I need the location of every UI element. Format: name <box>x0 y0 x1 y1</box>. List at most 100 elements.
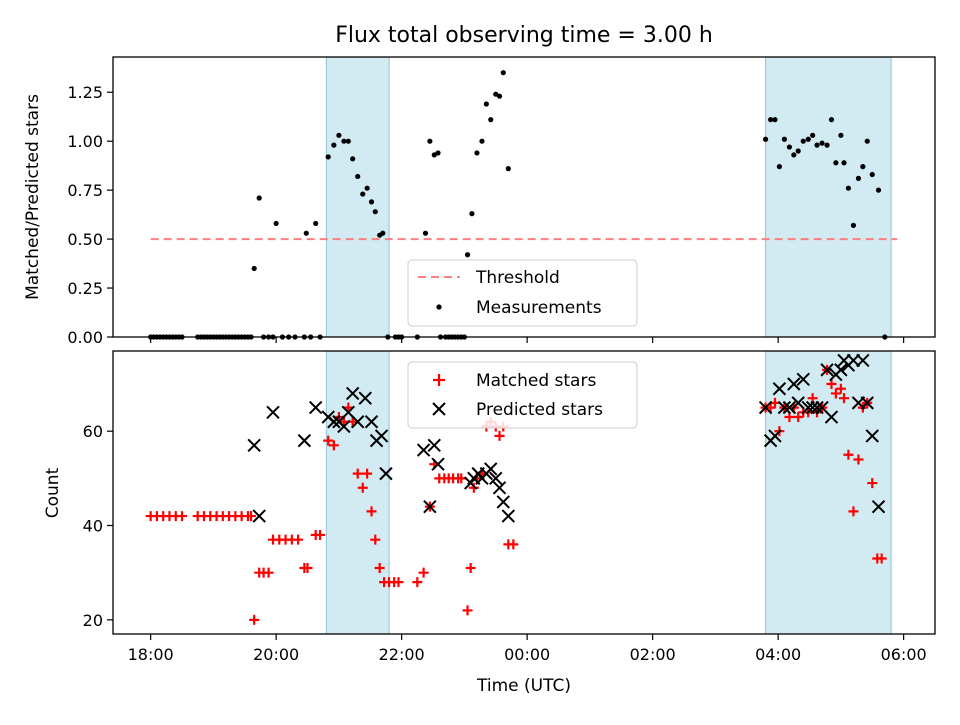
legend-measurements-label: Measurements <box>476 298 602 318</box>
y-tick-label: 0.00 <box>67 328 103 347</box>
measurement-point <box>313 220 319 227</box>
bottom-shaded-intervals <box>325 350 892 635</box>
measurement-point <box>488 117 494 123</box>
predicted-point <box>297 433 312 448</box>
matched-point <box>807 393 818 404</box>
x-tick-label: 00:00 <box>504 645 550 664</box>
matched-point <box>848 506 859 517</box>
x-axis-label: Time (UTC) <box>476 676 571 696</box>
predicted-point <box>247 438 261 453</box>
measurement-point <box>303 230 309 236</box>
measurement-point <box>422 230 429 236</box>
measurement-point <box>786 144 793 150</box>
measurement-point <box>762 136 769 142</box>
legend-predicted-swatch <box>432 402 446 416</box>
predicted-point <box>492 481 507 495</box>
bottom-panel: 20 40 60 18:00 20:00 22:00 00:00 02:00 04:00 06:… <box>43 350 936 696</box>
top-legend: Threshold Measurements <box>407 259 638 327</box>
top-legend-box <box>407 259 638 327</box>
measurement-point <box>435 150 441 156</box>
predicted-point <box>777 400 792 415</box>
measurement-point <box>805 136 811 142</box>
measurement-point <box>325 154 331 160</box>
top-shaded-intervals <box>325 56 892 338</box>
matched-point <box>328 440 339 451</box>
x-tick-label: 04:00 <box>755 645 801 664</box>
matched-point <box>839 393 850 404</box>
measurement-point <box>360 191 366 197</box>
measurement-point <box>781 136 788 142</box>
predicted-point <box>782 400 797 415</box>
measurement-point <box>828 117 835 123</box>
predicted-point <box>358 391 372 405</box>
predicted-point <box>834 363 848 377</box>
matched-point <box>315 529 326 540</box>
bottom-y-axis-label: Count <box>43 467 63 518</box>
measurement-point <box>795 148 801 154</box>
top-panel-frame <box>112 56 936 338</box>
x-tick-label: 18:00 <box>128 645 174 664</box>
shaded-interval <box>765 56 892 338</box>
predicted-point <box>860 396 874 410</box>
predicted-point <box>796 372 810 387</box>
measurement-point <box>875 187 882 193</box>
measurement-point <box>464 252 471 258</box>
measurement-point <box>469 211 475 217</box>
matched-point <box>177 511 188 522</box>
y-tick-label: 0.75 <box>67 181 103 200</box>
matched-point <box>465 562 476 573</box>
measurement-point <box>336 132 342 138</box>
predicted-point <box>856 353 870 368</box>
y-tick-label: 40 <box>83 517 103 536</box>
measurement-point <box>814 142 820 148</box>
predicted-point <box>871 499 886 514</box>
matched-point <box>835 383 846 394</box>
measurement-point <box>768 117 774 123</box>
predicted-point <box>379 466 393 481</box>
predicted-point <box>327 415 341 429</box>
measurement-point <box>838 132 844 138</box>
measurement-point <box>819 140 825 146</box>
y-tick-label: 0.25 <box>67 279 103 298</box>
predicted-point <box>484 462 498 476</box>
top-x-ticks <box>150 337 905 343</box>
measurement-point <box>496 93 503 99</box>
predicted-point <box>772 382 787 396</box>
measurement-point <box>855 175 862 181</box>
matched-point <box>468 482 479 493</box>
measurement-point <box>776 164 782 170</box>
predicted-point <box>810 400 824 415</box>
measurement-point <box>350 156 356 162</box>
matched-point <box>370 534 381 545</box>
matched-point <box>302 562 313 573</box>
matched-point <box>830 388 841 399</box>
measurement-point <box>427 138 433 144</box>
measurement-point <box>479 138 485 144</box>
predicted-point <box>431 457 445 471</box>
predicted-point <box>768 429 782 443</box>
predicted-point <box>824 410 839 424</box>
x-tick-label: 22:00 <box>379 645 425 664</box>
matched-point <box>412 577 423 588</box>
predicted-point <box>489 471 503 486</box>
matched-point <box>263 567 274 578</box>
x-tick-label: 02:00 <box>630 645 676 664</box>
shaded-interval <box>325 350 390 635</box>
matched-point <box>323 435 334 446</box>
matched-point <box>293 534 304 545</box>
predicted-point <box>374 429 389 443</box>
matched-point <box>867 478 878 489</box>
predicted-point <box>416 443 431 457</box>
measurement-point <box>331 142 337 148</box>
predicted-point <box>337 419 351 434</box>
predicted-point <box>427 438 441 453</box>
measurement-point <box>772 117 778 123</box>
predicted-point <box>351 415 365 429</box>
matched-point <box>494 430 505 441</box>
matched-point <box>374 562 385 573</box>
measurement-point <box>869 171 875 178</box>
measurement-point <box>860 164 866 170</box>
measurement-point <box>256 195 262 201</box>
y-tick-label: 20 <box>83 611 103 630</box>
matched-point <box>246 511 257 522</box>
